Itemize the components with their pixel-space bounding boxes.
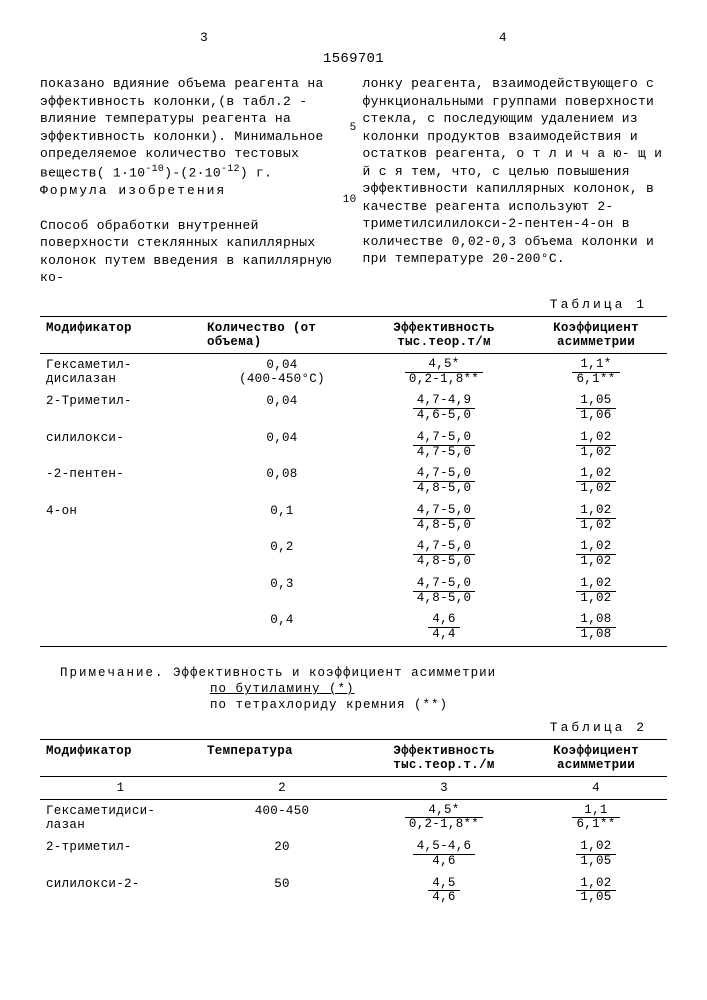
t2-h2: Температура — [201, 739, 363, 776]
cell-mod — [40, 609, 201, 646]
t2-h1: Модификатор — [40, 739, 201, 776]
cell-eff: 4,5*0,2-1,8** — [363, 353, 525, 390]
cell-k: 1,021,05 — [525, 836, 667, 873]
cell-k: 1,021,02 — [525, 536, 667, 573]
cell-qty: 0,3 — [201, 573, 363, 610]
t1-h1: Модификатор — [40, 316, 201, 353]
cell-k: 1,051,06 — [525, 390, 667, 427]
left-p1c: ) г. — [240, 165, 272, 180]
table-row: силилокси-0,044,7-5,04,7-5,01,021,02 — [40, 427, 667, 464]
exp1: -10 — [145, 164, 164, 175]
table-row: 0,44,64,41,081,08 — [40, 609, 667, 646]
cell-qty: 0,04 (400-450°С) — [201, 353, 363, 390]
cell-eff: 4,7-5,04,7-5,0 — [363, 427, 525, 464]
table-row: 0,34,7-5,04,8-5,01,021,02 — [40, 573, 667, 610]
t1-h4: Коэффициент асимметрии — [525, 316, 667, 353]
cell-mod: силилокси-2- — [40, 873, 201, 910]
cell-eff: 4,7-5,04,8-5,0 — [363, 536, 525, 573]
line-marker-5: 5 — [350, 121, 357, 136]
table-row: 2-триметил-204,5-4,64,61,021,05 — [40, 836, 667, 873]
cell-mod: Гексаметил- дисилазан — [40, 353, 201, 390]
cell-eff: 4,54,6 — [363, 873, 525, 910]
cell-temp: 400-450 — [201, 799, 363, 836]
patent-number: 1569701 — [40, 51, 667, 67]
cell-k: 1,021,02 — [525, 573, 667, 610]
left-p2: Способ обработки внутренней поверхности … — [40, 218, 332, 286]
cell-qty: 0,4 — [201, 609, 363, 646]
cell-qty: 0,1 — [201, 500, 363, 537]
cell-mod — [40, 573, 201, 610]
exp2: -12 — [221, 164, 240, 175]
cell-k: 1,021,02 — [525, 427, 667, 464]
body-columns: показано вдияние объема реагента на эффе… — [40, 75, 667, 287]
cell-k: 1,1*6,1** — [525, 353, 667, 390]
left-p1b: )-(2·10 — [164, 165, 221, 180]
page-right: 4 — [499, 30, 507, 45]
table-row: силилокси-2-504,54,61,021,05 — [40, 873, 667, 910]
t2-h4: Коэффициент асимметрии — [525, 739, 667, 776]
table-row: -2-пентен-0,084,7-5,04,8-5,01,021,02 — [40, 463, 667, 500]
table2: Модификатор Температура Эффективность ты… — [40, 739, 667, 910]
cell-mod: силилокси- — [40, 427, 201, 464]
table-row: Гексаметил- дисилазан0,04 (400-450°С)4,5… — [40, 353, 667, 390]
cell-eff: 4,7-5,04,8-5,0 — [363, 500, 525, 537]
page-left: 3 — [200, 30, 208, 45]
cell-mod: 2-триметил- — [40, 836, 201, 873]
table-row: 4-он0,14,7-5,04,8-5,01,021,02 — [40, 500, 667, 537]
cell-k: 1,021,02 — [525, 500, 667, 537]
t2-sh3: 3 — [363, 776, 525, 799]
cell-eff: 4,7-5,04,8-5,0 — [363, 463, 525, 500]
t1-h2: Количество (от объема) — [201, 316, 363, 353]
table-row: 2-Триметил-0,044,7-4,94,6-5,01,051,06 — [40, 390, 667, 427]
cell-eff: 4,7-4,94,6-5,0 — [363, 390, 525, 427]
cell-eff: 4,5-4,64,6 — [363, 836, 525, 873]
cell-eff: 4,5*0,2-1,8** — [363, 799, 525, 836]
cell-qty: 0,08 — [201, 463, 363, 500]
left-column: показано вдияние объема реагента на эффе… — [40, 75, 345, 287]
cell-qty: 0,04 — [201, 390, 363, 427]
t2-sh4: 4 — [525, 776, 667, 799]
table1-label: Таблица 1 — [40, 297, 647, 312]
cell-k: 1,081,08 — [525, 609, 667, 646]
cell-eff: 4,64,4 — [363, 609, 525, 646]
cell-k: 1,021,05 — [525, 873, 667, 910]
right-column: лонку реагента, взаимодействующего с фун… — [363, 75, 668, 287]
cell-temp: 50 — [201, 873, 363, 910]
table-row: Гексаметидиси- лазан400-4504,5*0,2-1,8**… — [40, 799, 667, 836]
note-line1: по бутиламину (*) — [210, 682, 355, 696]
cell-mod — [40, 536, 201, 573]
table1: Модификатор Количество (от объема) Эффек… — [40, 316, 667, 655]
note-line2: по тетрахлориду кремния (**) — [210, 698, 448, 712]
cell-k: 1,16,1** — [525, 799, 667, 836]
cell-mod: -2-пентен- — [40, 463, 201, 500]
cell-mod: 2-Триметил- — [40, 390, 201, 427]
table-row: 0,24,7-5,04,8-5,01,021,02 — [40, 536, 667, 573]
note-block: Примечание. Эффективность и коэффициент … — [60, 665, 667, 714]
cell-temp: 20 — [201, 836, 363, 873]
cell-k: 1,021,02 — [525, 463, 667, 500]
t2-h3: Эффективность тыс.теор.т./м — [363, 739, 525, 776]
cell-qty: 0,04 — [201, 427, 363, 464]
cell-mod: 4-он — [40, 500, 201, 537]
t1-h3: Эффективность тыс.теор.т/м — [363, 316, 525, 353]
cell-qty: 0,2 — [201, 536, 363, 573]
cell-mod: Гексаметидиси- лазан — [40, 799, 201, 836]
note-lead: Примечание. — [60, 666, 165, 680]
right-p1: лонку реагента, взаимодействующего с фун… — [363, 76, 663, 266]
cell-eff: 4,7-5,04,8-5,0 — [363, 573, 525, 610]
t2-sh2: 2 — [201, 776, 363, 799]
formula-heading: Формула изобретения — [40, 183, 226, 198]
table2-label: Таблица 2 — [40, 720, 647, 735]
line-marker-10: 10 — [343, 193, 357, 208]
t2-sh1: 1 — [40, 776, 201, 799]
note-text: Эффективность и коэффициент асимметрии — [173, 666, 496, 680]
